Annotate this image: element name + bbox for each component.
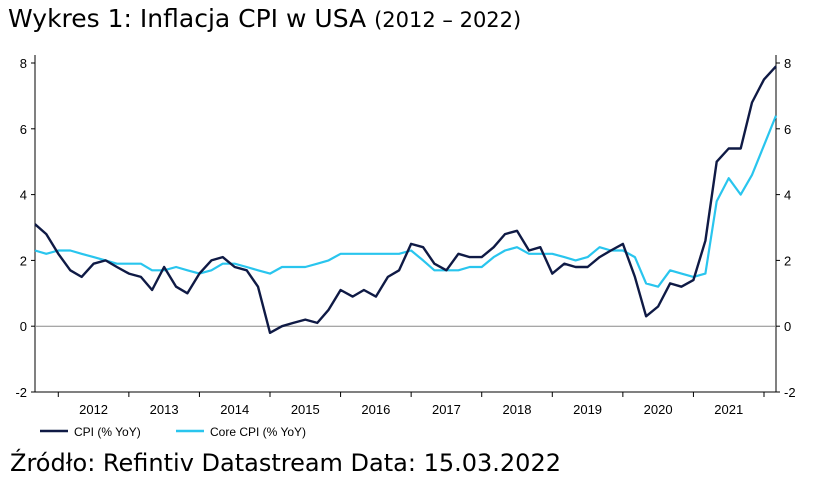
y-tick-label-right: 0 (784, 319, 791, 334)
x-tick-label: 2021 (714, 402, 743, 417)
y-tick-label-left: 6 (20, 122, 27, 137)
y-tick-label-right: -2 (784, 385, 796, 400)
y-tick-label-right: 2 (784, 253, 791, 268)
x-tick-label: 2020 (644, 402, 673, 417)
y-tick-label-left: -2 (15, 385, 27, 400)
x-tick-label: 2016 (361, 402, 390, 417)
chart-legend: CPI (% YoY) Core CPI (% YoY) (40, 425, 306, 439)
x-tick-label: 2014 (220, 402, 249, 417)
x-tick-label: 2013 (150, 402, 179, 417)
y-tick-label-right: 6 (784, 122, 791, 137)
legend-label-core-cpi: Core CPI (% YoY) (210, 425, 306, 439)
chart-title: Wykres 1: Inflacja CPI w USA (2012 – 202… (8, 4, 521, 33)
x-tick-label: 2015 (291, 402, 320, 417)
chart-title-range: (2012 – 2022) (374, 8, 522, 32)
y-tick-label-left: 2 (20, 253, 27, 268)
x-tick-label: 2012 (79, 402, 108, 417)
x-tick-label: 2018 (503, 402, 532, 417)
y-tick-label-left: 4 (20, 188, 27, 203)
chart-ticks: -2 -2 0 0 2 2 4 4 6 6 8 8 2012 2013 2014 2015 2016 2017 20… (15, 56, 795, 417)
y-tick-label-right: 4 (784, 188, 791, 203)
y-tick-label-right: 8 (784, 56, 791, 71)
chart-axes (34, 55, 777, 393)
chart-title-main: Wykres 1: Inflacja CPI w USA (8, 4, 367, 33)
source-note: Źródło: Refintiv Datastream Data: 15.03.… (10, 449, 561, 477)
y-tick-label-left: 0 (20, 319, 27, 334)
y-tick-label-left: 8 (20, 56, 27, 71)
chart-series (34, 65, 778, 334)
x-tick-label: 2019 (573, 402, 602, 417)
series-line-cpi (34, 65, 777, 334)
x-tick-label: 2017 (432, 402, 461, 417)
legend-label-cpi: CPI (% YoY) (74, 425, 141, 439)
series-line-core-cpi (34, 115, 778, 288)
